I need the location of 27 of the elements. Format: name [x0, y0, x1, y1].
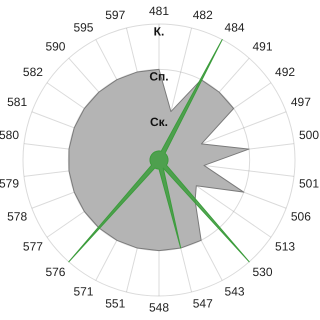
spoke-label: 500 [298, 128, 320, 142]
spoke-label: 506 [290, 210, 312, 224]
spoke-label: 578 [7, 210, 28, 224]
spoke-label: 576 [45, 265, 66, 280]
spoke-label: 484 [224, 20, 245, 34]
spoke-label: 491 [252, 40, 273, 54]
spoke-label: 582 [22, 65, 44, 80]
spoke-label: 513 [275, 240, 296, 254]
spoke-label: 492 [275, 65, 296, 80]
spoke-label: 497 [290, 95, 312, 110]
spoke-label: 501 [298, 176, 320, 191]
spoke-label: 581 [7, 95, 28, 110]
spoke-label: 482 [192, 8, 214, 22]
spoke-label: 595 [73, 20, 94, 34]
spoke-label: 547 [192, 296, 214, 310]
spoke-label: 551 [105, 296, 126, 310]
spoke-label: 597 [105, 8, 126, 22]
spoke-label: 530 [252, 265, 273, 280]
spoke-label: 590 [45, 40, 66, 54]
y-tick-label: Сп. [149, 70, 169, 84]
y-tick-label: Ск. [150, 114, 168, 129]
spoke-label: 548 [148, 300, 170, 315]
spoke-label: 543 [224, 284, 245, 298]
y-tick-label: К. [154, 24, 164, 38]
spoke-label: 577 [22, 240, 44, 254]
spoke-label: 571 [73, 284, 94, 298]
spoke-label: 481 [148, 4, 170, 18]
